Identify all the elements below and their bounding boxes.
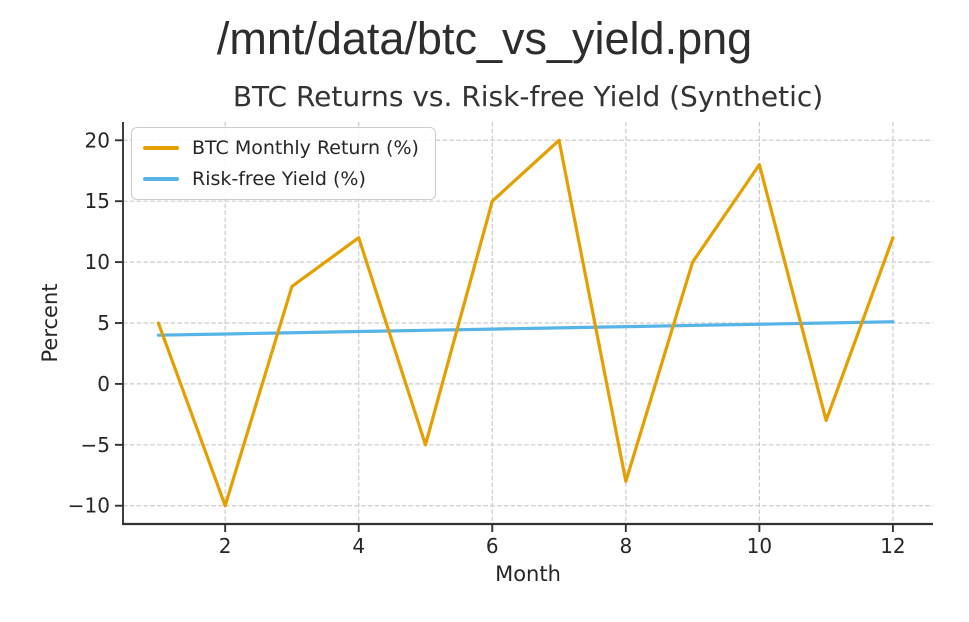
y-tick-label-10: 10	[85, 250, 110, 274]
yield-line-swatch	[143, 177, 179, 181]
x-tick-label-12: 12	[880, 534, 905, 558]
y-tick-label-5: 5	[97, 311, 110, 335]
x-tick-label-8: 8	[619, 534, 632, 558]
x-axis-label: Month	[495, 562, 561, 586]
btc-line-swatch	[143, 146, 179, 150]
legend-label-yield: Risk-free Yield (%)	[192, 168, 366, 190]
y-tick-label-20: 20	[85, 128, 110, 152]
chart-legend: BTC Monthly Return (%) Risk-free Yield (…	[131, 127, 436, 200]
btc-series-line	[156, 138, 895, 508]
y-tick-label-0: 0	[97, 372, 110, 396]
yield-series-line	[156, 320, 895, 337]
chart-title: BTC Returns vs. Risk-free Yield (Synthet…	[233, 80, 823, 113]
x-tick-label-10: 10	[747, 534, 772, 558]
legend-label-btc: BTC Monthly Return (%)	[192, 137, 419, 159]
y-tick-label-15: 15	[85, 189, 110, 213]
page-title: /mnt/data/btc_vs_yield.png	[216, 13, 753, 64]
legend-item-yield: Risk-free Yield (%)	[143, 166, 419, 192]
legend-item-btc: BTC Monthly Return (%)	[143, 135, 419, 161]
x-tick-label-6: 6	[486, 534, 499, 558]
y-tick-label--10: −10	[68, 494, 110, 518]
y-tick-label--5: −5	[81, 433, 110, 457]
x-tick-label-2: 2	[219, 534, 232, 558]
x-tick-label-4: 4	[352, 534, 365, 558]
y-axis-label: Percent	[38, 283, 62, 362]
